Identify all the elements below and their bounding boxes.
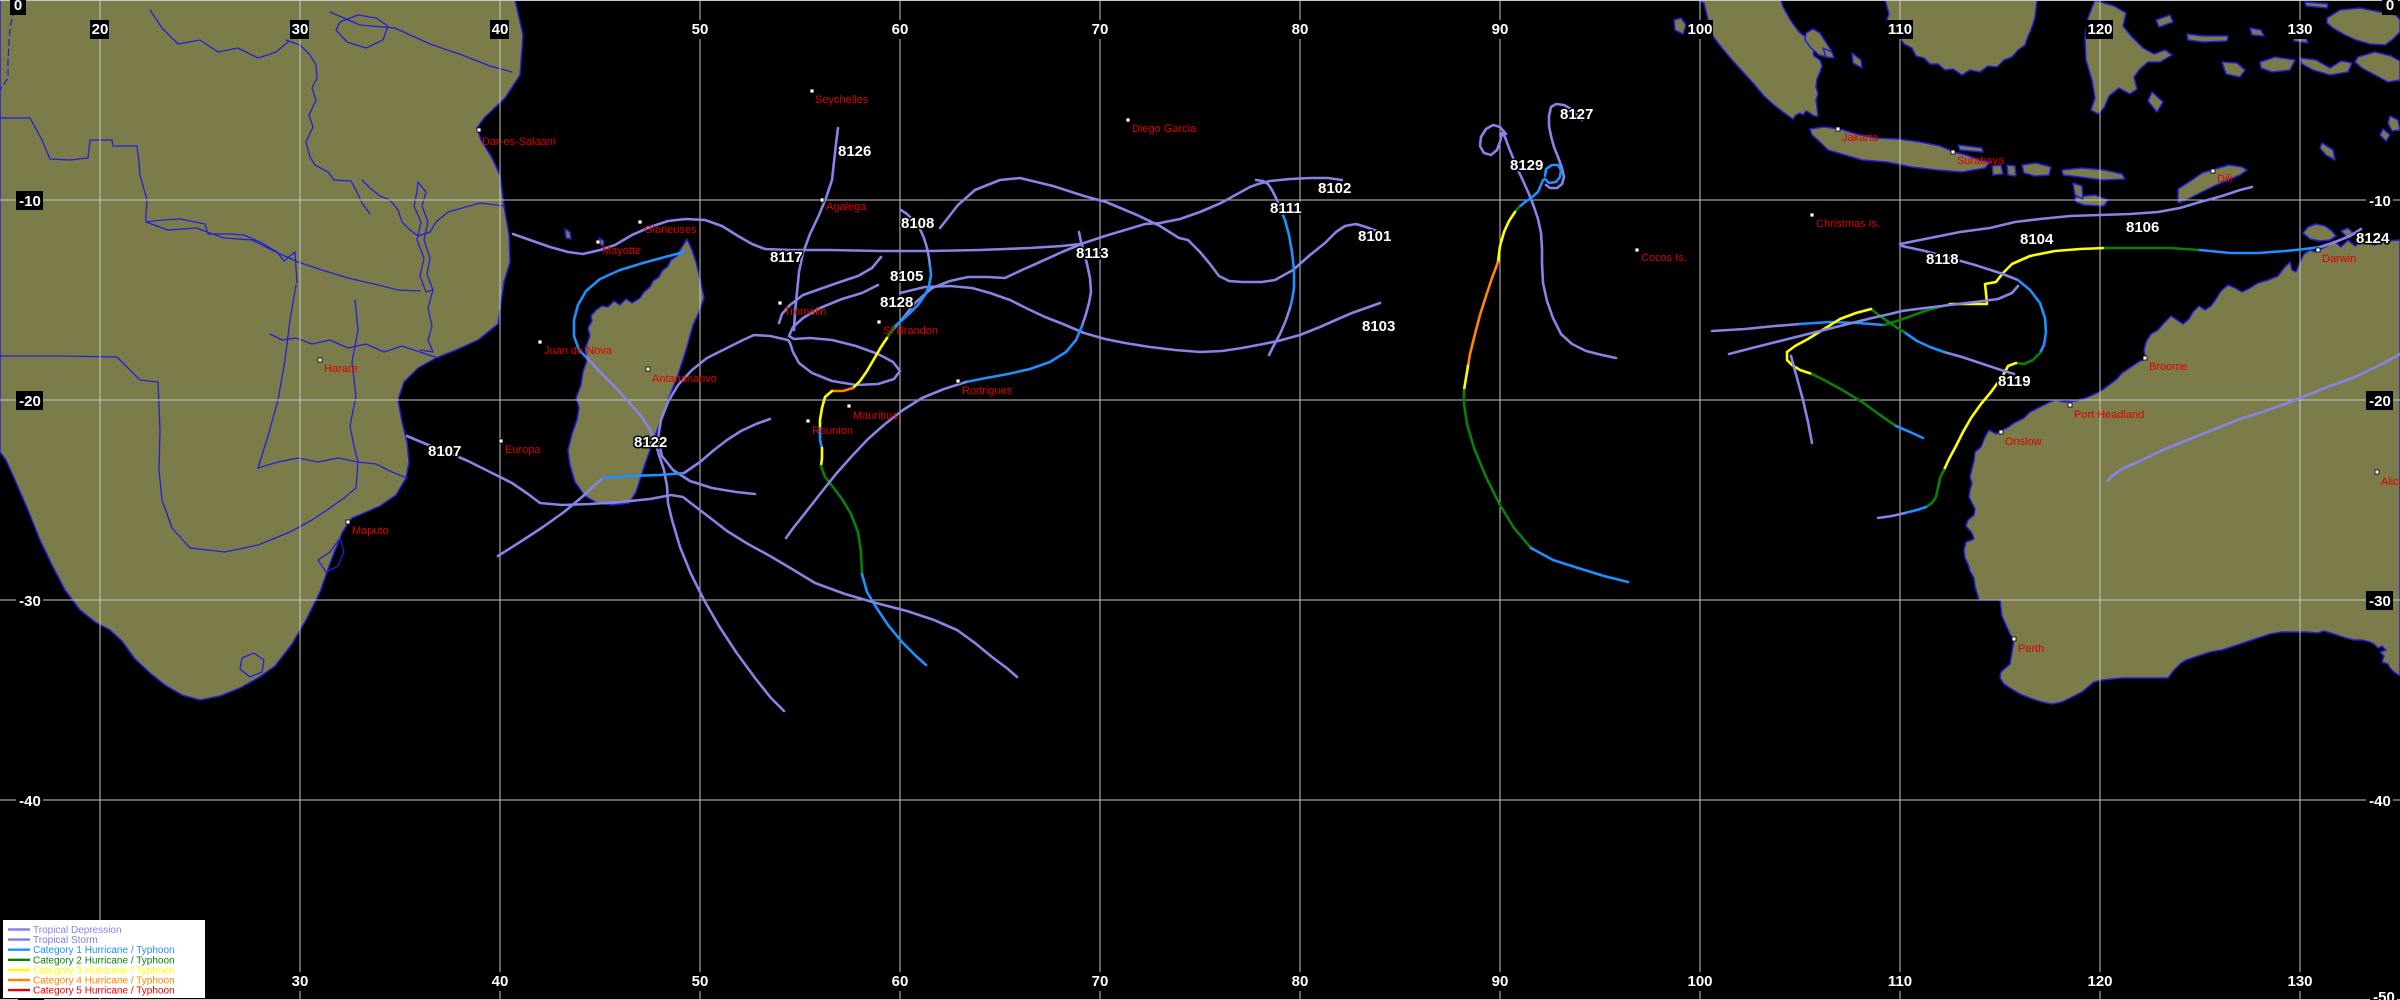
svg-text:50: 50: [692, 21, 709, 38]
svg-text:Perth: Perth: [2018, 643, 2044, 655]
svg-text:40: 40: [492, 21, 509, 38]
svg-text:8106: 8106: [2126, 219, 2159, 236]
svg-text:8111: 8111: [1270, 200, 1302, 217]
svg-text:8124: 8124: [2356, 230, 2390, 247]
svg-text:Category 1 Hurricane / Typhoon: Category 1 Hurricane / Typhoon: [33, 945, 175, 956]
svg-text:Reunion: Reunion: [812, 425, 853, 437]
svg-text:60: 60: [892, 973, 909, 990]
svg-text:Alice Spr: Alice Spr: [2381, 476, 2400, 488]
svg-text:Onslow: Onslow: [2005, 436, 2042, 448]
svg-text:Darwin: Darwin: [2322, 253, 2356, 265]
svg-text:8128: 8128: [880, 294, 913, 311]
svg-text:130: 130: [2287, 973, 2312, 990]
svg-text:100: 100: [1687, 21, 1712, 38]
svg-text:Jakarta: Jakarta: [1842, 132, 1879, 144]
svg-text:St Brandon: St Brandon: [883, 325, 938, 337]
svg-text:-40: -40: [19, 793, 41, 810]
svg-text:90: 90: [1492, 21, 1509, 38]
svg-text:8117: 8117: [770, 249, 803, 266]
svg-text:-10: -10: [19, 193, 41, 210]
svg-text:80: 80: [1292, 21, 1309, 38]
svg-text:130: 130: [2287, 21, 2312, 38]
svg-text:8108: 8108: [901, 215, 934, 232]
svg-text:Agalega: Agalega: [826, 201, 867, 213]
svg-text:Broome: Broome: [2149, 361, 2188, 373]
svg-text:8107: 8107: [428, 443, 461, 460]
svg-text:70: 70: [1092, 973, 1109, 990]
svg-text:Category 4 Hurricane / Typhoon: Category 4 Hurricane / Typhoon: [33, 976, 175, 987]
svg-text:Port Headland: Port Headland: [2074, 409, 2144, 421]
svg-text:Maputo: Maputo: [352, 525, 389, 537]
svg-text:110: 110: [1888, 973, 1912, 990]
svg-text:80: 80: [1292, 973, 1309, 990]
svg-text:8118: 8118: [1926, 251, 1959, 268]
svg-text:0: 0: [14, 0, 22, 14]
svg-text:Antananarivo: Antananarivo: [652, 373, 717, 385]
svg-text:Surabaya: Surabaya: [1957, 155, 2005, 167]
svg-text:8119: 8119: [1998, 373, 2031, 390]
svg-text:100: 100: [1687, 973, 1712, 990]
svg-text:Tropical Storm: Tropical Storm: [33, 935, 98, 946]
svg-text:Mauritius: Mauritius: [853, 410, 898, 422]
svg-text:30: 30: [292, 21, 309, 38]
svg-text:20: 20: [92, 21, 109, 38]
svg-text:120: 120: [2087, 973, 2112, 990]
svg-text:Rodrigues: Rodrigues: [962, 385, 1013, 397]
svg-text:Seychelles: Seychelles: [815, 94, 869, 106]
svg-text:50: 50: [692, 973, 709, 990]
svg-text:8102: 8102: [1318, 180, 1351, 197]
svg-text:Tropical Depression: Tropical Depression: [33, 925, 122, 936]
svg-text:30: 30: [292, 973, 309, 990]
svg-text:40: 40: [492, 973, 509, 990]
svg-text:8122: 8122: [634, 434, 667, 451]
svg-text:-10: -10: [2369, 193, 2391, 210]
svg-text:-20: -20: [19, 393, 41, 410]
svg-text:0: 0: [2386, 0, 2394, 14]
svg-text:Europa: Europa: [505, 444, 541, 456]
svg-text:8126: 8126: [838, 143, 871, 160]
svg-text:-30: -30: [2369, 593, 2391, 610]
svg-text:8129: 8129: [1510, 157, 1543, 174]
svg-text:Cocos Is.: Cocos Is.: [1641, 252, 1687, 264]
svg-text:Tromelin: Tromelin: [784, 306, 826, 318]
svg-text:Mayotte: Mayotte: [602, 245, 641, 257]
svg-text:-40: -40: [2369, 793, 2391, 810]
svg-text:70: 70: [1092, 21, 1109, 38]
svg-text:Category 3 Hurricane / Typhoon: Category 3 Hurricane / Typhoon: [33, 965, 175, 976]
svg-text:8113: 8113: [1076, 245, 1109, 262]
svg-text:60: 60: [892, 21, 909, 38]
svg-text:-50: -50: [2373, 989, 2395, 1000]
svg-text:110: 110: [1888, 21, 1912, 38]
svg-text:Dar-es-Salaam: Dar-es-Salaam: [482, 136, 556, 148]
svg-text:Christmas Is.: Christmas Is.: [1816, 218, 1880, 230]
svg-text:90: 90: [1492, 973, 1509, 990]
svg-text:Category 5 Hurricane / Typhoon: Category 5 Hurricane / Typhoon: [33, 986, 175, 997]
svg-text:8104: 8104: [2020, 231, 2054, 248]
svg-text:Juan de Nova: Juan de Nova: [544, 345, 613, 357]
svg-text:Harare: Harare: [324, 363, 358, 375]
svg-text:Glorieuses: Glorieuses: [644, 224, 697, 236]
svg-text:Category 2 Hurricane / Typhoon: Category 2 Hurricane / Typhoon: [33, 955, 175, 966]
svg-text:Dili: Dili: [2217, 173, 2232, 185]
svg-text:8103: 8103: [1362, 318, 1395, 335]
svg-text:8127: 8127: [1560, 106, 1593, 123]
svg-text:-30: -30: [19, 593, 41, 610]
svg-text:-20: -20: [2369, 393, 2391, 410]
svg-text:8105: 8105: [890, 268, 923, 285]
svg-text:Diego Garcia: Diego Garcia: [1132, 123, 1197, 135]
svg-text:120: 120: [2087, 21, 2112, 38]
svg-text:8101: 8101: [1358, 228, 1391, 245]
